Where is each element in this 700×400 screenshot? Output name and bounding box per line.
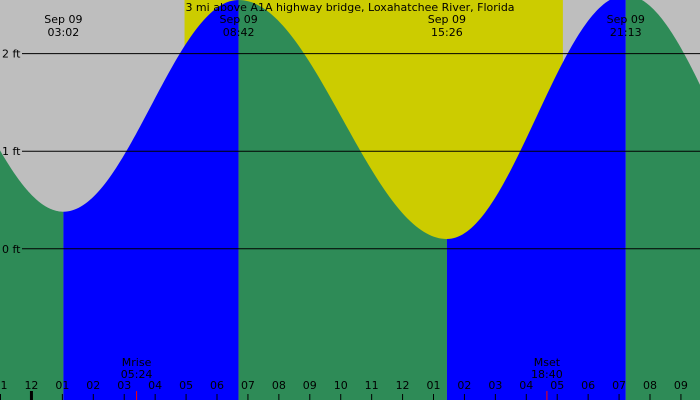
tide-event-time: 08:42 [223, 26, 255, 39]
tide-event-date: Sep 09 [607, 13, 645, 26]
falling-tide-segment [625, 0, 700, 400]
rising-tide-segment [63, 0, 239, 400]
x-tick-label: 12 [396, 379, 410, 392]
x-tick-label: 11 [365, 379, 379, 392]
y-axis: 0 ft 1 ft 2 ft [2, 48, 21, 256]
tide-event-time: 15:26 [431, 26, 463, 39]
falling-tide-segment [238, 0, 447, 400]
x-tick-label: 05 [179, 379, 193, 392]
x-tick-label: 04 [148, 379, 162, 392]
x-tick-label: 03 [117, 379, 131, 392]
falling-tide-segment [0, 150, 64, 400]
moon-event-time: 05:24 [121, 368, 153, 381]
moon-event-time: 18:40 [531, 368, 563, 381]
moon-event-label: Mrise [122, 356, 152, 369]
x-tick-label: 06 [210, 379, 224, 392]
y-tick-label: 2 ft [2, 48, 21, 61]
x-tick-label: 07 [612, 379, 626, 392]
rising-tide-segment [446, 0, 626, 400]
x-axis: 1 12 01 02 03 04 05 06 07 08 09 10 11 12 01 02 03 04 05 06 0… [0, 379, 688, 400]
x-tick-label: 06 [581, 379, 595, 392]
x-tick-label: 12 [24, 379, 38, 392]
moon-event-label: Mset [534, 356, 561, 369]
tide-event-date: Sep 09 [428, 13, 466, 26]
chart-title: 3 mi above A1A highway bridge, Loxahatch… [185, 1, 514, 14]
x-tick-label: 09 [303, 379, 317, 392]
x-tick-label: 09 [674, 379, 688, 392]
x-tick-label: 02 [457, 379, 471, 392]
tide-event-time: 03:02 [48, 26, 80, 39]
x-tick-label: 08 [643, 379, 657, 392]
x-tick-label: 10 [334, 379, 348, 392]
x-tick-label: 01 [427, 379, 441, 392]
grid-lines [22, 53, 700, 250]
tide-event-time: 21:13 [610, 26, 642, 39]
x-tick-label: 02 [86, 379, 100, 392]
x-tick-label: 01 [55, 379, 69, 392]
tide-event-date: Sep 09 [220, 13, 258, 26]
y-tick-label: 0 ft [2, 243, 21, 256]
x-tick-label: 1 [1, 379, 8, 392]
x-tick-label: 07 [241, 379, 255, 392]
x-tick-label: 08 [272, 379, 286, 392]
x-tick-label: 04 [519, 379, 533, 392]
y-tick-label: 1 ft [2, 145, 21, 158]
tide-event-date: Sep 09 [44, 13, 82, 26]
x-tick-label: 03 [488, 379, 502, 392]
x-tick-label: 05 [550, 379, 564, 392]
